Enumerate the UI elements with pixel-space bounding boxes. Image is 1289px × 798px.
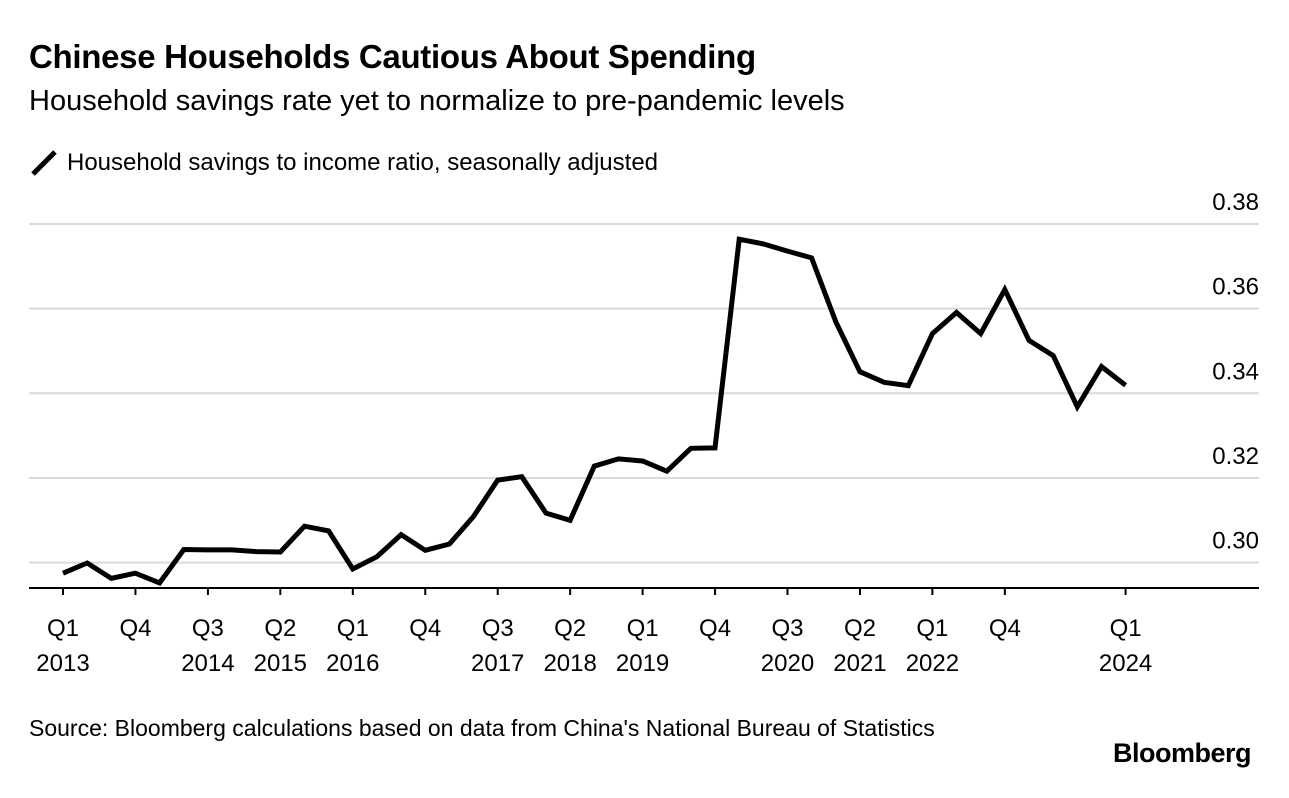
x-tick-label: Q2 [844, 615, 876, 642]
x-tick-label: Q1 [916, 615, 948, 642]
legend-line-icon [31, 150, 57, 176]
x-tick-label: Q3 [771, 615, 803, 642]
x-tick-year-label: 2016 [326, 650, 379, 677]
x-tick-year-label: 2013 [36, 650, 89, 677]
x-tick-label: Q2 [264, 615, 296, 642]
chart-subtitle: Household savings rate yet to normalize … [29, 85, 845, 117]
x-tick-label: Q4 [989, 615, 1021, 642]
gridlines [29, 223, 1259, 564]
y-axis-labels: 0.30 0.32 0.34 0.36 0.38 [1212, 189, 1259, 555]
x-tick-label: Q4 [409, 615, 441, 642]
y-tick-label: 0.38 [1212, 189, 1259, 216]
x-tick-label: Q3 [482, 615, 514, 642]
x-axis: Q1 2013 Q4 Q3 2014 Q2 2015 Q1 2016 Q4 Q3 2017 Q2 2018… [29, 587, 1259, 677]
x-tick-year-label: 2021 [833, 650, 886, 677]
x-tick-year-label: 2014 [181, 650, 234, 677]
y-tick-label: 0.30 [1212, 528, 1259, 555]
x-tick-year-label: 2018 [543, 650, 596, 677]
x-tick-label: Q1 [627, 615, 659, 642]
legend: Household savings to income ratio, seaso… [29, 146, 658, 180]
x-tick-label: Q3 [192, 615, 224, 642]
source-note: Source: Bloomberg calculations based on … [29, 715, 935, 741]
x-tick-label: Q1 [337, 615, 369, 642]
x-tick-year-label: 2019 [616, 650, 669, 677]
x-tick-label: Q1 [47, 615, 79, 642]
y-tick-label: 0.34 [1212, 358, 1259, 385]
bloomberg-logo: Bloomberg [1112, 738, 1252, 768]
x-tick-label: Q2 [554, 615, 586, 642]
x-tick-year-label: 2017 [471, 650, 524, 677]
x-tick-year-label: 2015 [254, 650, 307, 677]
x-tick-year-label: 2022 [906, 650, 959, 677]
chart-title: Chinese Households Cautious About Spendi… [29, 38, 756, 75]
x-tick-label: Q4 [119, 615, 151, 642]
series-group [62, 236, 1128, 586]
x-tick-year-label: 2024 [1099, 650, 1152, 677]
y-tick-label: 0.36 [1212, 274, 1259, 301]
y-tick-label: 0.32 [1212, 443, 1259, 470]
x-tick-label: Q4 [699, 615, 731, 642]
x-tick-year-label: 2020 [761, 650, 814, 677]
x-tick-label: Q1 [1110, 615, 1142, 642]
legend-label: Household savings to income ratio, seaso… [67, 149, 659, 176]
series-line-savings-ratio [62, 236, 1128, 586]
